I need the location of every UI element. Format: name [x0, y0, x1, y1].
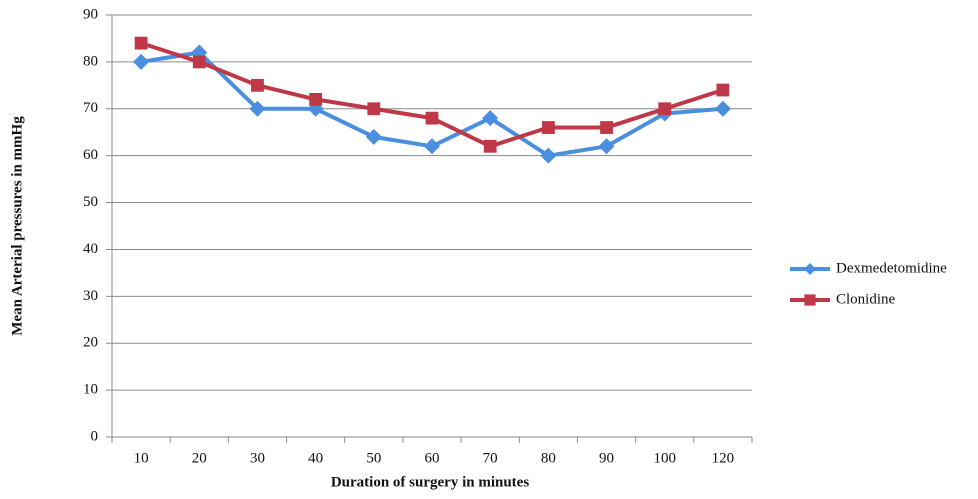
- y-tick-label: 30: [83, 288, 98, 304]
- marker: [134, 36, 148, 50]
- marker: [365, 128, 382, 145]
- y-tick-label: 50: [83, 194, 98, 210]
- x-tick-label: 60: [425, 450, 440, 466]
- marker: [251, 78, 264, 92]
- marker: [600, 121, 613, 134]
- marker: [541, 121, 555, 134]
- marker: [714, 100, 731, 117]
- x-tick-label: 40: [308, 450, 323, 466]
- y-tick-label: 80: [83, 53, 98, 69]
- x-tick-label: 10: [134, 450, 149, 466]
- x-tick-label: 80: [541, 450, 556, 466]
- y-axis-label: Mean Arterial pressures in mmHg: [9, 116, 25, 336]
- y-tick-label: 10: [83, 382, 98, 398]
- marker: [309, 93, 323, 106]
- marker: [804, 294, 816, 306]
- marker: [483, 139, 497, 153]
- x-tick-label: 30: [250, 450, 265, 466]
- x-tick-label: 50: [366, 450, 381, 466]
- x-axis-label: Duration of surgery in minutes: [331, 474, 529, 490]
- marker: [367, 102, 381, 116]
- y-tick-label: 40: [83, 241, 98, 257]
- marker: [424, 138, 440, 155]
- marker: [133, 53, 150, 70]
- marker: [716, 83, 730, 97]
- y-tick-label: 20: [83, 335, 98, 351]
- marker: [658, 102, 672, 116]
- x-tick-label: 100: [653, 450, 676, 466]
- marker: [540, 147, 557, 164]
- marker: [425, 111, 439, 125]
- marker: [249, 100, 266, 117]
- y-tick-label: 70: [83, 100, 98, 116]
- x-tick-label: 70: [483, 450, 498, 466]
- y-tick-label: 60: [83, 147, 98, 163]
- marker: [598, 138, 615, 155]
- legend-label: Dexmedetomidine: [836, 260, 947, 276]
- x-tick-label: 120: [712, 450, 735, 466]
- x-tick-label: 20: [192, 450, 207, 466]
- marker: [192, 55, 206, 69]
- y-tick-label: 0: [91, 428, 99, 444]
- x-tick-label: 90: [599, 450, 614, 466]
- legend-label: Clonidine: [836, 291, 896, 307]
- y-tick-label: 90: [83, 6, 98, 22]
- marker: [482, 110, 499, 127]
- marker: [804, 263, 816, 275]
